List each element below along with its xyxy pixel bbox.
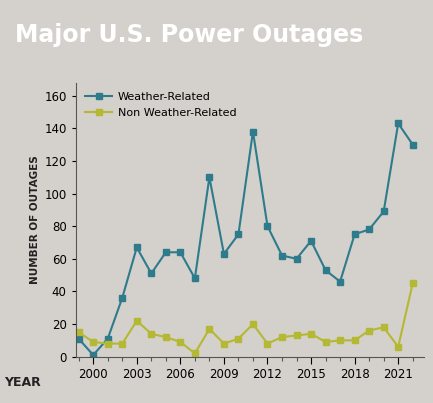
Weather-Related xyxy=(367,227,372,232)
Non Weather-Related xyxy=(367,328,372,333)
Non Weather-Related xyxy=(396,345,401,349)
Weather-Related xyxy=(76,336,81,341)
Non Weather-Related xyxy=(105,341,110,346)
Weather-Related xyxy=(294,256,299,261)
Non Weather-Related xyxy=(323,340,328,345)
Weather-Related xyxy=(396,121,401,126)
Weather-Related xyxy=(192,276,197,281)
Weather-Related xyxy=(134,245,139,250)
Non Weather-Related xyxy=(294,333,299,338)
Non Weather-Related xyxy=(221,341,226,346)
Non Weather-Related xyxy=(337,338,343,343)
Legend: Weather-Related, Non Weather-Related: Weather-Related, Non Weather-Related xyxy=(81,88,240,121)
Line: Weather-Related: Weather-Related xyxy=(76,120,416,358)
Weather-Related xyxy=(120,295,125,300)
Weather-Related xyxy=(90,353,96,357)
Weather-Related xyxy=(221,251,226,256)
Non Weather-Related xyxy=(207,326,212,331)
Non Weather-Related xyxy=(250,322,255,326)
Weather-Related xyxy=(149,271,154,276)
Text: Major U.S. Power Outages: Major U.S. Power Outages xyxy=(15,23,363,47)
Non Weather-Related xyxy=(149,331,154,336)
Non Weather-Related xyxy=(381,325,386,330)
Weather-Related xyxy=(250,129,255,134)
Y-axis label: NUMBER OF OUTAGES: NUMBER OF OUTAGES xyxy=(30,155,40,284)
Weather-Related xyxy=(163,250,168,255)
Non Weather-Related xyxy=(120,341,125,346)
Weather-Related xyxy=(105,336,110,341)
Weather-Related xyxy=(279,253,284,258)
Non Weather-Related xyxy=(90,340,96,345)
Non Weather-Related xyxy=(163,334,168,339)
Weather-Related xyxy=(236,232,241,237)
Line: Non Weather-Related: Non Weather-Related xyxy=(76,280,416,356)
Weather-Related xyxy=(207,175,212,180)
Non Weather-Related xyxy=(352,338,357,343)
Non Weather-Related xyxy=(236,336,241,341)
Non Weather-Related xyxy=(265,341,270,346)
Non Weather-Related xyxy=(192,351,197,356)
Weather-Related xyxy=(178,250,183,255)
Weather-Related xyxy=(410,142,415,147)
Weather-Related xyxy=(308,239,313,243)
Weather-Related xyxy=(265,224,270,229)
Weather-Related xyxy=(337,279,343,284)
Text: YEAR: YEAR xyxy=(4,376,41,389)
Non Weather-Related xyxy=(134,318,139,323)
Weather-Related xyxy=(323,268,328,272)
Weather-Related xyxy=(352,232,357,237)
Non Weather-Related xyxy=(308,331,313,336)
Non Weather-Related xyxy=(76,330,81,334)
Non Weather-Related xyxy=(178,340,183,345)
Non Weather-Related xyxy=(410,281,415,286)
Weather-Related xyxy=(381,209,386,214)
Non Weather-Related xyxy=(279,334,284,339)
